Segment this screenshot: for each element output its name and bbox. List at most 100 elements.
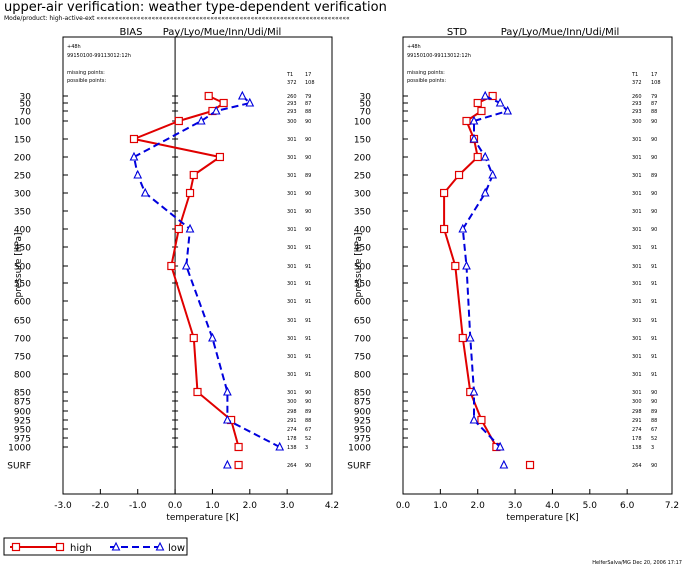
sample-count: 90	[305, 227, 311, 233]
sample-count: 298	[632, 409, 642, 415]
sample-count: 88	[651, 418, 657, 424]
sample-count: 90	[651, 191, 657, 197]
sample-count: 301	[287, 372, 297, 378]
product-subtitle: Mode/product: high-active-ext ««««««««««…	[4, 15, 350, 22]
sample-count: 260	[287, 94, 297, 100]
y-axis-label: pressure [hPa]	[14, 233, 24, 298]
data-point-low	[222, 459, 232, 469]
missing-points-label: missing points:	[67, 70, 105, 76]
page-title: upper-air verification: weather type-dep…	[4, 0, 387, 15]
y-tick-label: 550	[14, 280, 31, 290]
sample-count: 52	[305, 436, 311, 442]
sample-count: 90	[305, 390, 311, 396]
data-point-low	[222, 386, 232, 396]
sample-count: 90	[305, 463, 311, 469]
data-point-high	[174, 224, 183, 234]
sample-count: 90	[651, 119, 657, 125]
legend-marker-high	[11, 542, 21, 552]
y-tick-label: 450	[354, 244, 371, 254]
counts-summary: 108	[651, 80, 661, 86]
x-axis-label: temperature [K]	[166, 513, 238, 523]
y-tick-label: 925	[14, 417, 31, 427]
y-tick-label: 850	[354, 389, 371, 399]
y-tick-label: 950	[354, 426, 371, 436]
data-point-low	[211, 105, 221, 115]
y-tick-label: 150	[354, 136, 371, 146]
data-point-high	[234, 442, 243, 452]
sample-count: 178	[632, 436, 642, 442]
data-point-low	[133, 169, 143, 179]
y-tick-label: 400	[14, 226, 31, 236]
sample-count: 90	[305, 119, 311, 125]
data-point-high	[477, 415, 486, 425]
sample-count: 291	[632, 418, 642, 424]
sample-count: 274	[287, 427, 297, 433]
data-point-low	[196, 115, 206, 125]
y-tick-label: 30	[360, 93, 372, 103]
sample-count: 298	[287, 409, 297, 415]
x-tick-label: 0.0	[396, 501, 411, 511]
sample-count: 301	[287, 209, 297, 215]
data-point-high	[215, 152, 225, 162]
y-tick-label: 600	[14, 298, 31, 308]
data-point-high	[473, 98, 482, 108]
legend-frame	[3, 537, 188, 556]
sample-count: 90	[651, 463, 657, 469]
sample-count: 90	[305, 209, 311, 215]
data-point-high	[439, 224, 449, 234]
data-point-low	[480, 151, 490, 161]
sample-count: 301	[287, 137, 297, 143]
panel-std: STD Pay/Lyo/Mue/Inn/Udi/Mil +48h 99150100-9…	[347, 27, 679, 523]
data-point-high	[488, 91, 497, 101]
y-tick-label: 350	[14, 208, 31, 218]
sample-count: 90	[651, 137, 657, 143]
sample-count: 91	[305, 299, 311, 305]
counts-header: T1	[631, 72, 638, 78]
panel-label: BIAS	[120, 27, 143, 38]
sample-count: 90	[305, 399, 311, 405]
x-tick-label: -1.0	[129, 501, 147, 511]
y-tick-label: 750	[354, 353, 371, 363]
sample-count: 138	[287, 445, 297, 451]
sample-count: 301	[287, 354, 297, 360]
counts-summary: 372	[287, 80, 297, 86]
sample-count: 90	[651, 227, 657, 233]
region-label: Pay/Lyo/Mue/Inn/Udi/Mil	[163, 27, 282, 38]
sample-count: 88	[651, 109, 657, 115]
y-tick-label: 50	[360, 100, 372, 110]
y-tick-label: SURF	[7, 462, 31, 472]
sample-count: 90	[305, 155, 311, 161]
y-tick-label: 975	[354, 435, 371, 445]
y-tick-label: 100	[14, 118, 31, 128]
x-tick-label: 0.0	[168, 501, 183, 511]
sample-count: 293	[632, 101, 642, 107]
sample-count: 90	[651, 209, 657, 215]
sample-count: 67	[651, 427, 657, 433]
sample-count: 301	[632, 390, 642, 396]
sample-count: 89	[305, 173, 311, 179]
data-point-low	[469, 133, 479, 143]
data-point-high	[458, 333, 467, 343]
sample-count: 301	[287, 173, 297, 179]
y-tick-label: 500	[14, 263, 31, 273]
sample-count: 301	[632, 137, 642, 143]
y-tick-label: 500	[354, 263, 371, 273]
y-tick-label: 450	[14, 244, 31, 254]
counts-header: 17	[305, 72, 311, 78]
panel-bias: BIAS Pay/Lyo/Mue/Inn/Udi/Mil +48h 99150100-…	[7, 27, 339, 523]
y-tick-label: 700	[14, 335, 31, 345]
sample-count: 91	[651, 372, 657, 378]
y-axis-label: pressure [hPa]	[354, 233, 364, 298]
x-tick-label: 4.0	[545, 501, 560, 511]
footer-stamp: HelferSalva/MG Dec 20, 2006 17:17	[592, 560, 682, 566]
data-point-high	[234, 460, 243, 470]
y-tick-label: 200	[14, 154, 31, 164]
y-tick-label: 300	[14, 190, 31, 200]
sample-count: 87	[305, 101, 311, 107]
y-tick-label: 400	[354, 226, 371, 236]
sample-count: 91	[305, 281, 311, 287]
sample-count: 90	[651, 399, 657, 405]
y-tick-label: 350	[354, 208, 371, 218]
y-tick-label: 1000	[8, 444, 31, 454]
sample-count: 178	[287, 436, 297, 442]
